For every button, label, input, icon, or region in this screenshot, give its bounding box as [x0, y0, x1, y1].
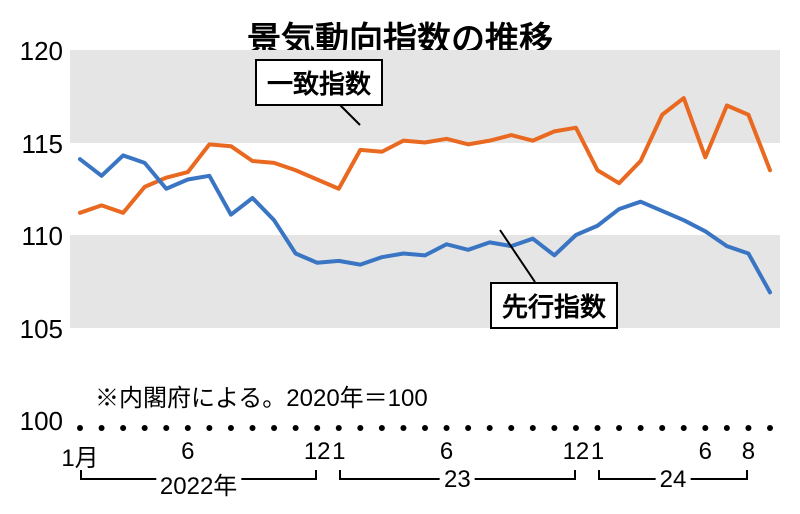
x-tick-label: 12: [304, 438, 331, 466]
x-tick-label: 6: [440, 438, 453, 466]
year-label: 23: [440, 466, 475, 494]
y-tick-label: 100: [8, 406, 63, 437]
chart-note: ※内閣府による。2020年＝100: [95, 378, 428, 413]
chart-container: 景気動向指数の推移 100105110115120 一致指数 先行指数 ※内閣府…: [0, 0, 800, 514]
x-tick-label: 12: [563, 438, 590, 466]
x-tick-label: 1月: [61, 438, 98, 473]
x-tick-label: 8: [742, 438, 755, 466]
y-tick-label: 105: [8, 314, 63, 345]
year-label: 2022年: [156, 466, 241, 501]
y-tick-label: 110: [8, 221, 63, 252]
x-tick-label: 1: [591, 438, 604, 466]
x-tick-label: 6: [699, 438, 712, 466]
year-label: 24: [656, 466, 691, 494]
series-label-leading: 先行指数: [490, 282, 618, 329]
y-tick-label: 120: [8, 36, 63, 67]
x-tick-label: 6: [181, 438, 194, 466]
plot-area: [70, 50, 780, 420]
series-label-coincident: 一致指数: [255, 59, 383, 106]
y-tick-label: 115: [8, 129, 63, 160]
x-tick-label: 1: [332, 438, 345, 466]
